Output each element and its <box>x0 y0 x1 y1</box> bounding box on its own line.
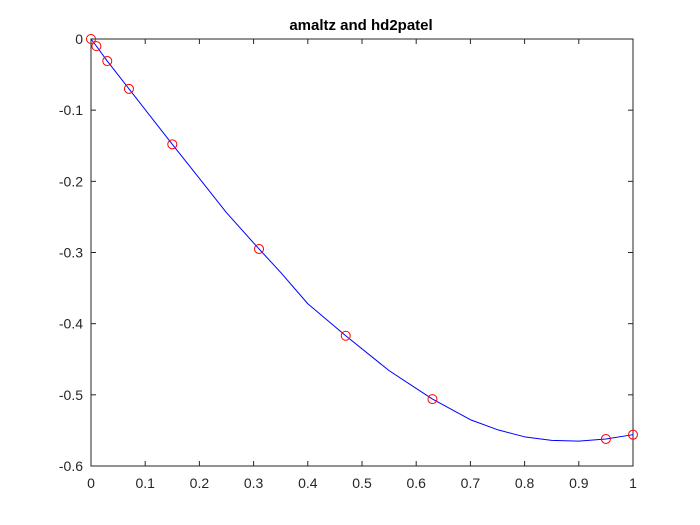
data-point <box>600 433 611 444</box>
x-tick-label: 0.4 <box>298 475 318 491</box>
x-tick-label: 0.9 <box>569 475 589 491</box>
y-tick-label: -0.3 <box>59 245 83 261</box>
x-tick-label: 0.8 <box>515 475 535 491</box>
axes: 0 0.1 0.2 0.3 0.4 0.5 0.6 0.7 0.8 0.9 1 0 -0.1 -0.2 -0… <box>59 31 637 491</box>
y-tick-label: -0.6 <box>59 458 83 474</box>
x-tick-label: 0.3 <box>244 475 264 491</box>
x-tick-label: 0.1 <box>135 475 155 491</box>
x-tick-label: 0 <box>87 475 95 491</box>
x-tick-label: 0.2 <box>190 475 210 491</box>
y-tick-label: -0.1 <box>59 102 83 118</box>
x-tick-label: 0.7 <box>461 475 481 491</box>
y-tick-label: -0.2 <box>59 173 83 189</box>
series-group <box>86 34 638 444</box>
y-tick-label: -0.4 <box>59 316 83 332</box>
data-point <box>254 243 265 254</box>
y-tick-label: 0 <box>75 31 83 47</box>
y-tick-label: -0.5 <box>59 387 83 403</box>
x-tick-label: 0.5 <box>352 475 372 491</box>
data-point <box>427 394 438 405</box>
data-point <box>86 34 96 44</box>
data-point <box>123 83 134 94</box>
x-tick-label: 1 <box>629 475 637 491</box>
chart-title: amaltz and hd2patel <box>289 17 432 34</box>
x-tick-label: 0.6 <box>406 475 426 491</box>
data-point <box>102 56 113 67</box>
series-line <box>90 38 634 442</box>
data-point <box>628 429 638 440</box>
data-point <box>167 139 178 150</box>
data-point <box>340 330 351 341</box>
data-point <box>91 41 102 52</box>
plot-area <box>90 38 634 467</box>
